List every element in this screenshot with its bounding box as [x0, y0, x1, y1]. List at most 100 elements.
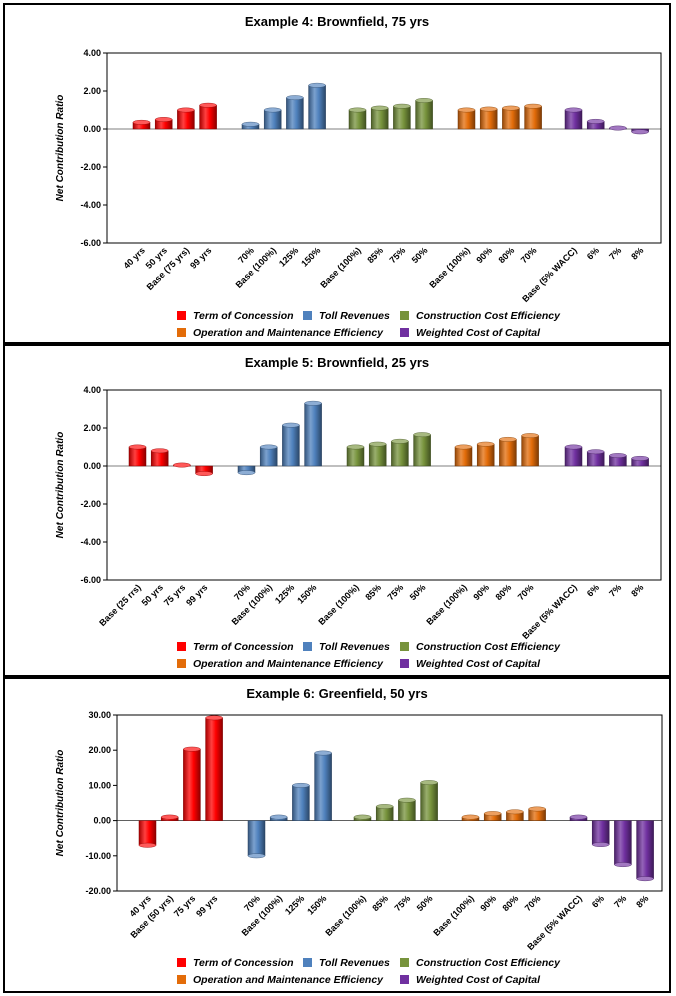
bar-toll-revenues-2 — [282, 424, 300, 467]
bar-cap — [587, 449, 605, 455]
x-tick-label: 50% — [410, 245, 430, 265]
y-tick-label: 2.00 — [83, 86, 101, 96]
bar-term-of-concession-0 — [138, 820, 157, 846]
bar-toll-revenues-2 — [286, 97, 304, 130]
x-tick-label: 150% — [295, 582, 318, 605]
x-tick-label: 70% — [523, 893, 543, 913]
x-tick-label: 150% — [305, 893, 328, 916]
bar-cap — [237, 470, 256, 476]
bar-construction-cost-efficiency-0 — [346, 446, 365, 467]
bar-cap — [592, 842, 610, 847]
x-tick-label: 99 yrs — [188, 245, 213, 270]
bar-operation-and-maintenance-efficiency-2 — [499, 439, 517, 467]
bar-cap — [150, 448, 169, 454]
bar-weighted-cost-of-capital-2 — [614, 820, 632, 865]
bar-cap — [369, 441, 387, 447]
bar-construction-cost-efficiency-3 — [415, 100, 433, 130]
x-tick-label: 75 yrs — [172, 893, 197, 918]
bar-cap — [609, 453, 627, 458]
bar-operation-and-maintenance-efficiency-3 — [521, 435, 539, 467]
y-tick-label: 0.00 — [83, 124, 101, 134]
x-tick-label: 125% — [283, 893, 306, 916]
legend-swatch — [177, 659, 186, 668]
x-tick-label: 40 yrs — [121, 245, 146, 270]
legend-label: Toll Revenues — [319, 310, 390, 322]
legend-swatch — [177, 311, 186, 320]
x-tick-label: 99 yrs — [194, 893, 219, 918]
y-tick-label: 4.00 — [83, 48, 101, 58]
legend-label: Toll Revenues — [319, 957, 390, 969]
x-tick-label: 7% — [612, 893, 628, 909]
bar-weighted-cost-of-capital-1 — [591, 820, 610, 845]
bar-cap — [564, 444, 583, 450]
y-tick-label: 0.00 — [83, 461, 101, 471]
bar-cap — [499, 437, 517, 442]
bar-weighted-cost-of-capital-0 — [564, 109, 583, 130]
bar-toll-revenues-3 — [304, 403, 322, 467]
bar-cap — [636, 876, 654, 882]
y-tick-label: -2.00 — [80, 162, 101, 172]
bar-cap — [614, 862, 632, 868]
bar-toll-revenues-1 — [259, 446, 278, 467]
chart-example-6: Example 6: Greenfield, 50 yrs 30.00 20.00 1… — [55, 686, 663, 986]
x-tick-label: 7% — [607, 245, 623, 261]
legend-label: Toll Revenues — [319, 641, 390, 653]
bar-cap — [247, 853, 266, 859]
chart-title: Example 6: Greenfield, 50 yrs — [246, 686, 427, 701]
bar-construction-cost-efficiency-2 — [391, 441, 409, 467]
x-tick-label: 85% — [370, 893, 390, 913]
bar-cap — [177, 107, 195, 113]
y-tick-label: -4.00 — [80, 537, 101, 547]
bar-cap — [282, 422, 300, 428]
x-tick-label: 80% — [501, 893, 521, 913]
legend-label: Weighted Cost of Capital — [416, 974, 541, 986]
x-tick-label: Base (100%) — [316, 582, 361, 627]
x-tick-label: 6% — [585, 582, 601, 598]
legend-swatch — [177, 975, 186, 984]
legend-swatch — [400, 311, 409, 320]
bar-cap — [484, 811, 502, 816]
x-tick-label: 80% — [494, 582, 514, 602]
plot-area — [106, 52, 662, 244]
bar-cap — [205, 715, 223, 721]
bar-cap — [183, 746, 201, 752]
legend-label: Operation and Maintenance Efficiency — [193, 974, 384, 986]
bar-operation-and-maintenance-efficiency-0 — [457, 109, 476, 130]
legend-label: Term of Concession — [193, 957, 294, 969]
bar-cap — [564, 107, 583, 113]
bar-cap — [391, 438, 409, 444]
legend-label: Term of Concession — [193, 641, 294, 653]
bar-cap — [264, 107, 282, 113]
x-tick-label: 90% — [474, 245, 494, 265]
bar-cap — [528, 806, 546, 812]
y-tick-label: 0.00 — [93, 816, 111, 826]
y-tick-label: 10.00 — [88, 780, 111, 790]
y-tick-label: 30.00 — [88, 710, 111, 720]
bar-cap — [371, 105, 389, 111]
bar-cap — [346, 444, 365, 450]
x-tick-label: 99 yrs — [184, 582, 209, 607]
bar-construction-cost-efficiency-2 — [393, 105, 411, 130]
bar-cap — [286, 95, 304, 101]
chart-panel-example-4: Example 4: Brownfield, 75 yrs 4.00 2.00 0.0… — [3, 3, 671, 344]
bar-cap — [132, 119, 151, 125]
x-tick-label: Base (100%) — [431, 893, 476, 938]
bar-term-of-concession-0 — [128, 446, 147, 467]
bar-toll-revenues-3 — [308, 85, 326, 130]
bar-weighted-cost-of-capital-0 — [564, 446, 583, 467]
x-tick-label: Base (100%) — [323, 893, 368, 938]
bar-cap — [393, 103, 411, 109]
legend-swatch — [400, 328, 409, 337]
legend-swatch — [303, 311, 312, 320]
x-tick-label: 6% — [590, 893, 606, 909]
bar-cap — [348, 107, 367, 113]
x-tick-label: Base (100%) — [234, 245, 279, 290]
bar-cap — [457, 107, 476, 113]
bar-cap — [270, 814, 288, 820]
y-tick-label: -6.00 — [80, 575, 101, 585]
bar-operation-and-maintenance-efficiency-0 — [454, 446, 473, 467]
x-tick-label: 125% — [277, 245, 300, 268]
bar-weighted-cost-of-capital-3 — [636, 820, 654, 879]
x-tick-label: 150% — [299, 245, 322, 268]
x-tick-label: Base (25 rrs) — [97, 582, 143, 628]
